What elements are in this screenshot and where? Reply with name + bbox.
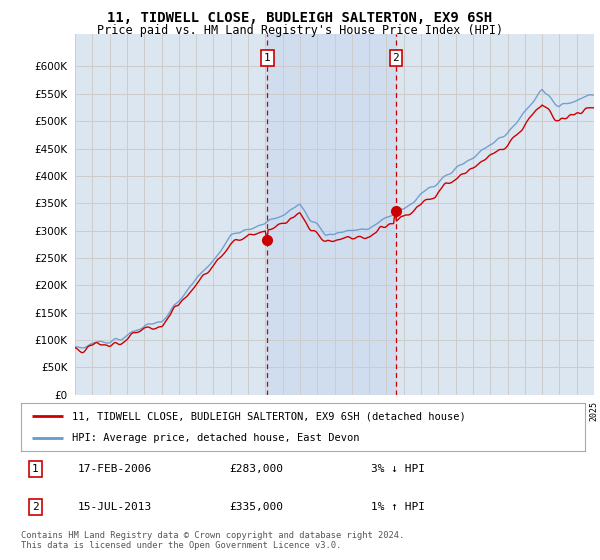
Text: HPI: Average price, detached house, East Devon: HPI: Average price, detached house, East…	[72, 433, 359, 443]
Text: £283,000: £283,000	[230, 464, 284, 474]
Text: 17-FEB-2006: 17-FEB-2006	[77, 464, 152, 474]
Text: 2: 2	[392, 53, 399, 63]
Text: 2: 2	[32, 502, 38, 512]
Text: 1: 1	[32, 464, 38, 474]
Text: Contains HM Land Registry data © Crown copyright and database right 2024.
This d: Contains HM Land Registry data © Crown c…	[21, 531, 404, 550]
Text: 1% ↑ HPI: 1% ↑ HPI	[371, 502, 425, 512]
Text: 11, TIDWELL CLOSE, BUDLEIGH SALTERTON, EX9 6SH: 11, TIDWELL CLOSE, BUDLEIGH SALTERTON, E…	[107, 11, 493, 25]
Text: 11, TIDWELL CLOSE, BUDLEIGH SALTERTON, EX9 6SH (detached house): 11, TIDWELL CLOSE, BUDLEIGH SALTERTON, E…	[72, 411, 466, 421]
Text: 1: 1	[264, 53, 271, 63]
Text: £335,000: £335,000	[230, 502, 284, 512]
Bar	[268, 34, 396, 395]
Text: 15-JUL-2013: 15-JUL-2013	[77, 502, 152, 512]
Text: Price paid vs. HM Land Registry's House Price Index (HPI): Price paid vs. HM Land Registry's House …	[97, 24, 503, 36]
Text: 3% ↓ HPI: 3% ↓ HPI	[371, 464, 425, 474]
